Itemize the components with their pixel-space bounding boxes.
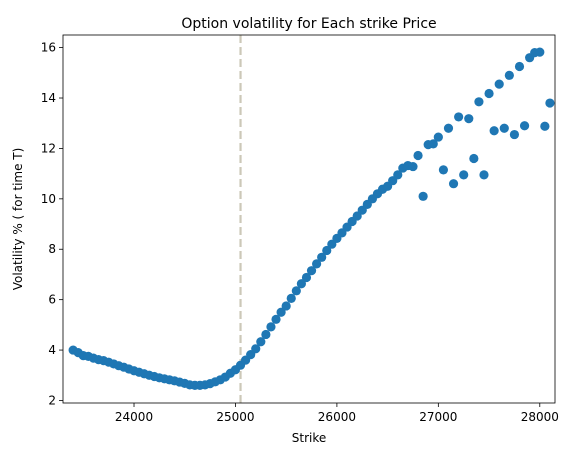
- data-point: [489, 126, 499, 136]
- data-point: [286, 293, 296, 303]
- y-tick-label: 12: [41, 141, 56, 155]
- data-point: [448, 179, 459, 189]
- y-tick-label: 10: [41, 192, 56, 206]
- data-point: [479, 170, 489, 180]
- data-point: [494, 79, 504, 89]
- data-point: [535, 47, 545, 57]
- data-point: [312, 259, 322, 269]
- data-point: [322, 245, 332, 256]
- data-point: [281, 301, 291, 311]
- data-point: [540, 121, 550, 131]
- data-point: [504, 70, 514, 80]
- data-point: [443, 123, 454, 133]
- y-tick-label: 4: [48, 343, 56, 357]
- data-point: [393, 170, 403, 180]
- data-point: [464, 114, 474, 124]
- data-point: [418, 191, 428, 201]
- data-point: [291, 286, 301, 296]
- chart-title: Option volatility for Each strike Price: [181, 16, 436, 32]
- x-tick-label: 27000: [419, 410, 457, 424]
- data-point: [484, 88, 494, 99]
- data-point: [519, 121, 530, 131]
- data-point: [301, 272, 312, 283]
- data-point: [499, 123, 509, 133]
- data-point: [271, 314, 281, 324]
- data-point: [459, 170, 469, 180]
- data-point: [428, 139, 438, 149]
- y-axis-label: Volatility % ( for time T): [11, 148, 25, 291]
- y-tick-label: 14: [41, 91, 56, 105]
- data-point: [256, 337, 266, 347]
- data-point: [413, 150, 423, 161]
- x-tick-label: 24000: [115, 410, 153, 424]
- data-point: [454, 112, 464, 122]
- plot-frame: [62, 34, 556, 404]
- x-tick-label: 26000: [318, 410, 356, 424]
- data-point: [408, 161, 418, 172]
- data-point: [433, 132, 443, 142]
- data-point: [306, 266, 317, 276]
- x-axis-label: Strike: [292, 431, 327, 445]
- y-tick-label: 8: [48, 242, 56, 256]
- data-point: [474, 97, 484, 107]
- data-point: [469, 153, 479, 164]
- data-point: [261, 329, 271, 340]
- data-point: [509, 129, 520, 140]
- data-point: [514, 61, 525, 72]
- data-point: [296, 279, 306, 289]
- plot-area: [63, 35, 555, 403]
- x-tick-label: 28000: [521, 410, 559, 424]
- data-point: [317, 252, 327, 262]
- x-tick-label: 25000: [216, 410, 254, 424]
- y-tick-label: 2: [48, 393, 56, 407]
- data-point: [438, 165, 449, 175]
- y-tick-label: 6: [48, 293, 56, 307]
- data-point: [266, 322, 276, 332]
- y-tick-label: 16: [41, 41, 56, 55]
- data-point: [251, 344, 261, 354]
- data-point: [276, 307, 286, 317]
- data-point: [545, 98, 555, 108]
